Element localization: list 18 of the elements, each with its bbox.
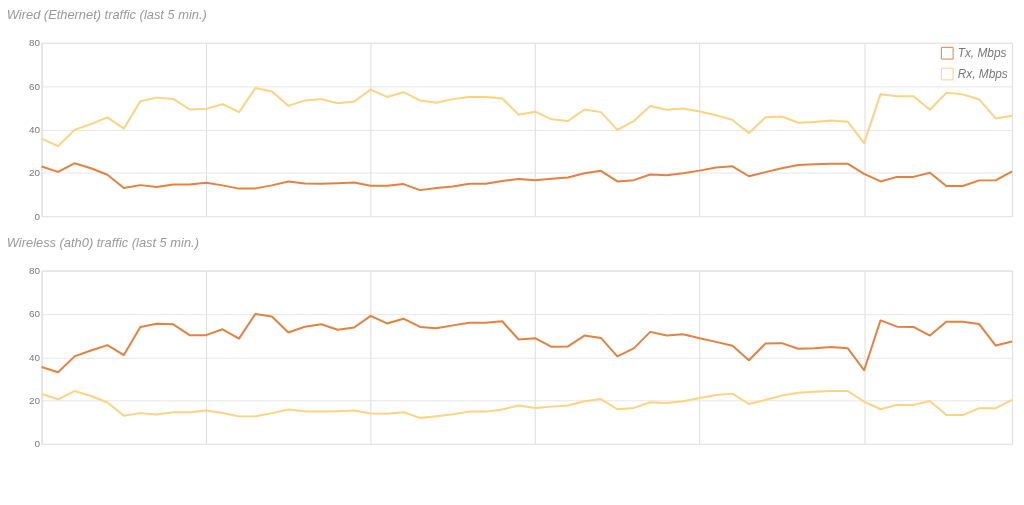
y-tick-label: 20	[29, 395, 41, 407]
y-tick-label: 80	[29, 37, 41, 49]
y-tick-label: 40	[29, 123, 41, 135]
y-tick-label: 80	[29, 265, 41, 277]
y-tick-label: 60	[29, 308, 41, 320]
line-series	[40, 390, 1014, 419]
line-series	[40, 312, 1014, 374]
y-tick-label: 0	[34, 438, 41, 450]
line-series	[40, 162, 1014, 192]
y-tick-label: 60	[29, 80, 41, 92]
chart-title: Wireless (ath0) traffic (last 5 min.)	[6, 234, 199, 250]
y-tick-label: 0	[34, 210, 41, 222]
chart-title: Wired (Ethernet) traffic (last 5 min.)	[6, 7, 207, 23]
y-tick-label: 40	[29, 351, 41, 363]
y-tick-label: 20	[29, 167, 41, 179]
line-series	[40, 87, 1014, 148]
legend-label: Tx, Mbps	[957, 46, 1007, 61]
legend-label: Rx, Mbps	[957, 66, 1008, 81]
